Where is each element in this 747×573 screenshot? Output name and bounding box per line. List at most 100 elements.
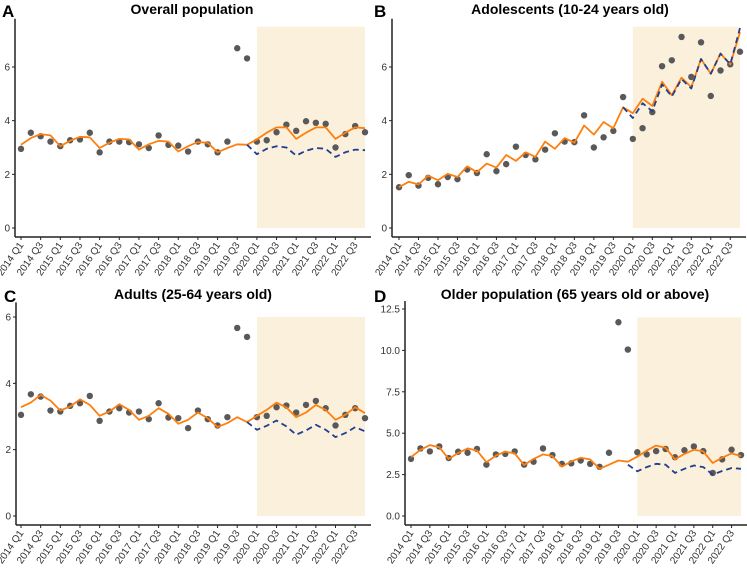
y-tick-label: 6 [4,63,10,74]
observed-point [434,181,442,188]
observed-point [135,141,143,148]
observed-point [302,401,310,409]
observed-point [728,446,735,453]
observed-point [539,445,547,452]
observed-point [493,167,500,175]
panel-title: Overall population [131,1,254,17]
observed-point [184,424,192,432]
observed-point [273,404,280,411]
observed-point [652,447,660,455]
observed-point [681,447,688,454]
y-tick-label: 10.0 [381,346,401,357]
observed-point [454,175,461,183]
panel-d: D Older population (65 years old or above… [374,286,709,306]
y-tick-label: 2 [5,445,11,456]
observed-point [639,124,646,132]
observed-point [737,451,745,459]
panel-letter: D [374,287,386,306]
y-tick-label: 2 [4,170,10,181]
observed-point [293,127,300,135]
observed-point [27,391,35,398]
y-tick-label: 7.5 [386,387,400,398]
observed-point [155,132,162,139]
observed-point [541,146,549,153]
fitted-line [20,126,366,154]
shaded-period [632,26,740,228]
observed-point [175,414,182,422]
counterfactual-line [246,419,366,439]
panel-b: B Adolescents (10-24 years old) [374,1,669,21]
shaded-period [256,317,365,516]
observed-point [47,407,54,414]
observed-point [619,93,627,101]
observed-point [643,451,650,458]
observed-point [175,142,182,149]
y-tick-label: 5.0 [386,429,400,440]
observed-point [629,135,637,143]
y-tick-label: 0 [4,224,10,235]
observed-point [184,148,192,155]
observed-point [590,144,598,151]
observed-point [224,413,231,421]
observed-point [483,151,490,158]
observed-point [135,408,143,415]
observed-point [361,414,369,422]
observed-point [512,143,520,150]
y-tick-label: 6 [381,63,387,74]
observed-point [615,319,622,326]
counterfactual-line [246,144,366,158]
panel-letter: C [4,287,16,306]
observed-point [532,156,539,163]
fitted-line [410,444,742,470]
observed-point [224,138,231,145]
panel-title: Adolescents (10-24 years old) [471,1,669,17]
observed-point [243,55,251,62]
observed-point [426,448,434,455]
panel-title: Older population (65 years old or above) [441,286,709,302]
y-tick-label: 2 [381,170,387,181]
observed-point [624,346,632,353]
observed-point [145,415,152,423]
observed-point [76,400,84,407]
observed-point [361,129,369,136]
counterfactual-line [622,27,741,119]
y-tick-label: 0.0 [386,512,400,523]
observed-point [688,73,695,81]
observed-point [322,120,329,128]
y-tick-label: 0 [381,224,387,235]
panel-c: C Adults (25-64 years old) [4,286,272,306]
observed-point [263,137,270,144]
observed-point [610,127,617,135]
observed-point [27,129,35,136]
fitted-line [398,31,741,188]
y-tick-label: 4 [5,379,11,390]
observed-point [263,412,270,420]
observed-point [96,417,103,425]
observed-point [302,118,310,125]
observed-point [86,392,94,400]
observed-point [407,455,415,463]
observed-point [332,422,339,429]
observed-point [283,121,290,128]
y-tick-label: 0 [5,512,11,523]
observed-point [600,134,607,141]
observed-point [116,405,123,412]
observed-point [697,39,705,46]
observed-point [551,130,559,137]
y-tick-label: 4 [4,116,10,127]
observed-point [96,149,103,156]
observed-point [86,129,94,136]
fitted-line [20,393,366,429]
observed-point [707,92,714,100]
observed-point [502,160,510,168]
observed-point [709,469,716,477]
observed-point [678,33,685,41]
observed-point [234,45,241,52]
panel-title: Adults (25-64 years old) [114,286,272,302]
panel-letter: A [2,2,14,21]
observed-point [690,443,698,450]
observed-point [312,397,320,405]
